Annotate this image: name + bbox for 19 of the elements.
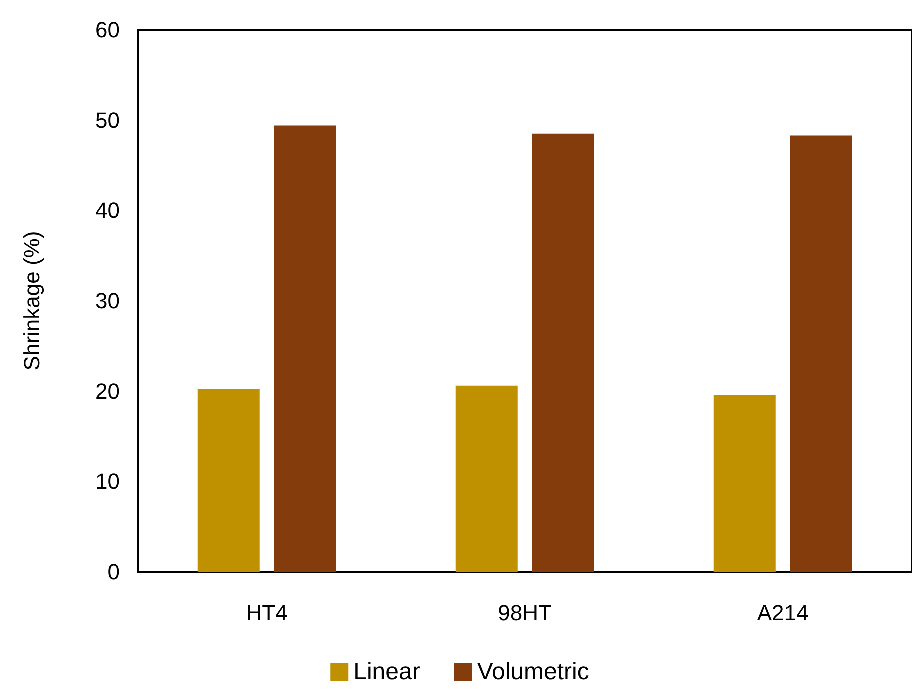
bar xyxy=(198,390,260,572)
y-tick-label: 0 xyxy=(108,560,120,584)
bar xyxy=(714,394,776,572)
y-tick-label: 60 xyxy=(96,18,120,42)
y-axis-title: Shrinkage (%) xyxy=(20,231,44,371)
bar xyxy=(274,126,336,572)
bar xyxy=(790,136,852,572)
y-tick-label: 10 xyxy=(96,469,120,494)
legend-label: Volumetric xyxy=(477,658,590,686)
y-tick-label: 20 xyxy=(96,378,120,404)
bar xyxy=(532,134,594,572)
legend-label: Linear xyxy=(354,658,420,686)
x-tick-label: HT4 xyxy=(246,600,288,626)
y-tick-label: 40 xyxy=(96,198,120,224)
y-tick-label: 50 xyxy=(96,108,120,133)
x-tick-label: 98HT xyxy=(498,600,552,626)
x-tick-label: A214 xyxy=(757,600,809,626)
y-tick-label: 30 xyxy=(96,288,120,314)
bar xyxy=(456,386,518,572)
